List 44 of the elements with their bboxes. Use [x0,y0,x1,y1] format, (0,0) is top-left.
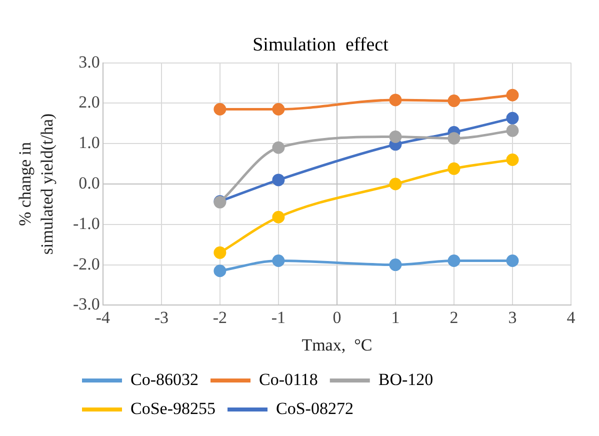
legend-label: BO-120 [378,370,434,389]
y-tick-label: 0.0 [78,173,100,192]
point [272,210,285,224]
x-tick-label: 0 [332,308,342,327]
point [506,124,519,137]
x-tick-label: 3 [508,308,517,327]
y-tick-label: -1.0 [72,214,100,233]
point [272,254,285,268]
y-axis-title: % change in simulated yield(t/ha) [15,113,56,255]
x-tick-label: -1 [271,308,286,327]
x-tick-label: 1 [391,308,400,327]
point [448,254,460,268]
point [506,254,519,268]
y-tick-label: -2.0 [72,254,100,274]
point [448,132,460,145]
point [506,112,519,124]
point [214,264,226,278]
point [272,174,285,186]
point [389,94,402,106]
x-tick-label: -2 [212,308,228,327]
point [506,88,519,102]
legend-label: CoS-08272 [276,398,354,418]
x-tick-label: -3 [154,308,169,327]
point [506,154,519,166]
point [448,94,460,108]
y-tick-label: 2.0 [78,92,100,112]
y-tick-label: -3.0 [72,294,100,314]
chart-title: Simulation effect [252,34,390,56]
point [389,178,402,190]
point [214,103,226,116]
point [389,130,402,143]
legend-label: Co-0118 [259,370,318,389]
y-tick-label: 1.0 [78,133,100,152]
x-axis-title: Tmax, °C [302,335,372,354]
legend-label: Co-86032 [130,370,198,389]
point [448,162,460,175]
x-tick-label: 4 [566,308,576,327]
y-tick-label: 3.0 [78,52,100,72]
point [389,258,402,272]
point [272,103,285,116]
legend-label: CoSe-98255 [130,398,216,418]
point [272,141,285,154]
point [214,246,226,259]
x-tick-label: 2 [450,308,458,327]
